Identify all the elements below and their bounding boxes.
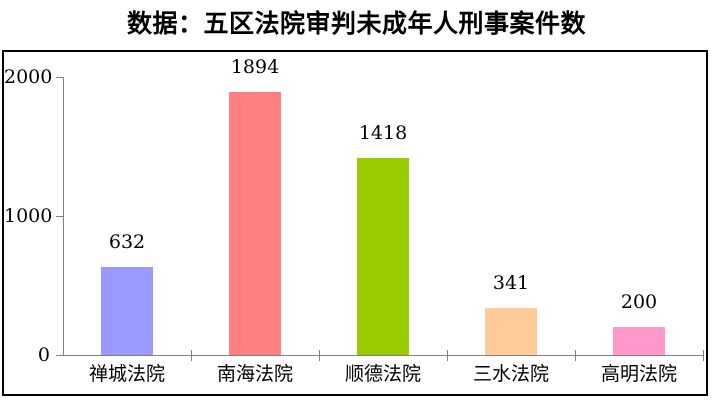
bar-5	[613, 327, 665, 355]
y-axis-tick	[56, 77, 63, 78]
x-axis-line	[63, 355, 704, 356]
bar-value-label: 632	[108, 231, 146, 253]
bar-2	[229, 92, 281, 355]
category-label: 三水法院	[472, 363, 549, 385]
bar-value-label: 341	[492, 272, 530, 294]
x-axis-tick	[191, 350, 192, 361]
x-axis-tick	[575, 350, 576, 361]
plot-area: 0 1000 2000 632 禅城法院 1894 南海法院 1418 顺德法院 341 三水法院 2…	[4, 52, 706, 394]
y-tick-label: 0	[37, 344, 50, 366]
chart-title: 数据：五区法院审判未成年人刑事案件数	[126, 9, 586, 38]
category-label: 顺德法院	[344, 363, 421, 385]
bar-value-label: 1894	[230, 56, 280, 78]
category-label: 禅城法院	[88, 363, 165, 385]
category-label: 高明法院	[600, 363, 677, 385]
y-tick-label: 1000	[4, 205, 53, 227]
x-axis-tick	[703, 350, 704, 361]
bar-value-label: 200	[620, 291, 658, 313]
y-axis-tick	[56, 216, 63, 217]
y-tick-label: 2000	[4, 66, 53, 88]
bar-4	[485, 308, 537, 355]
x-axis-tick	[319, 350, 320, 361]
chart-area: 0 1000 2000 632 禅城法院 1894 南海法院 1418 顺德法院 341 三水法院 2…	[2, 50, 708, 396]
y-axis-tick	[56, 355, 63, 356]
bar-value-label: 1418	[358, 122, 408, 144]
category-label: 南海法院	[216, 363, 293, 385]
bar-1	[101, 267, 153, 355]
x-axis-tick	[447, 350, 448, 361]
y-axis-line	[63, 77, 64, 355]
bar-3	[357, 158, 409, 355]
